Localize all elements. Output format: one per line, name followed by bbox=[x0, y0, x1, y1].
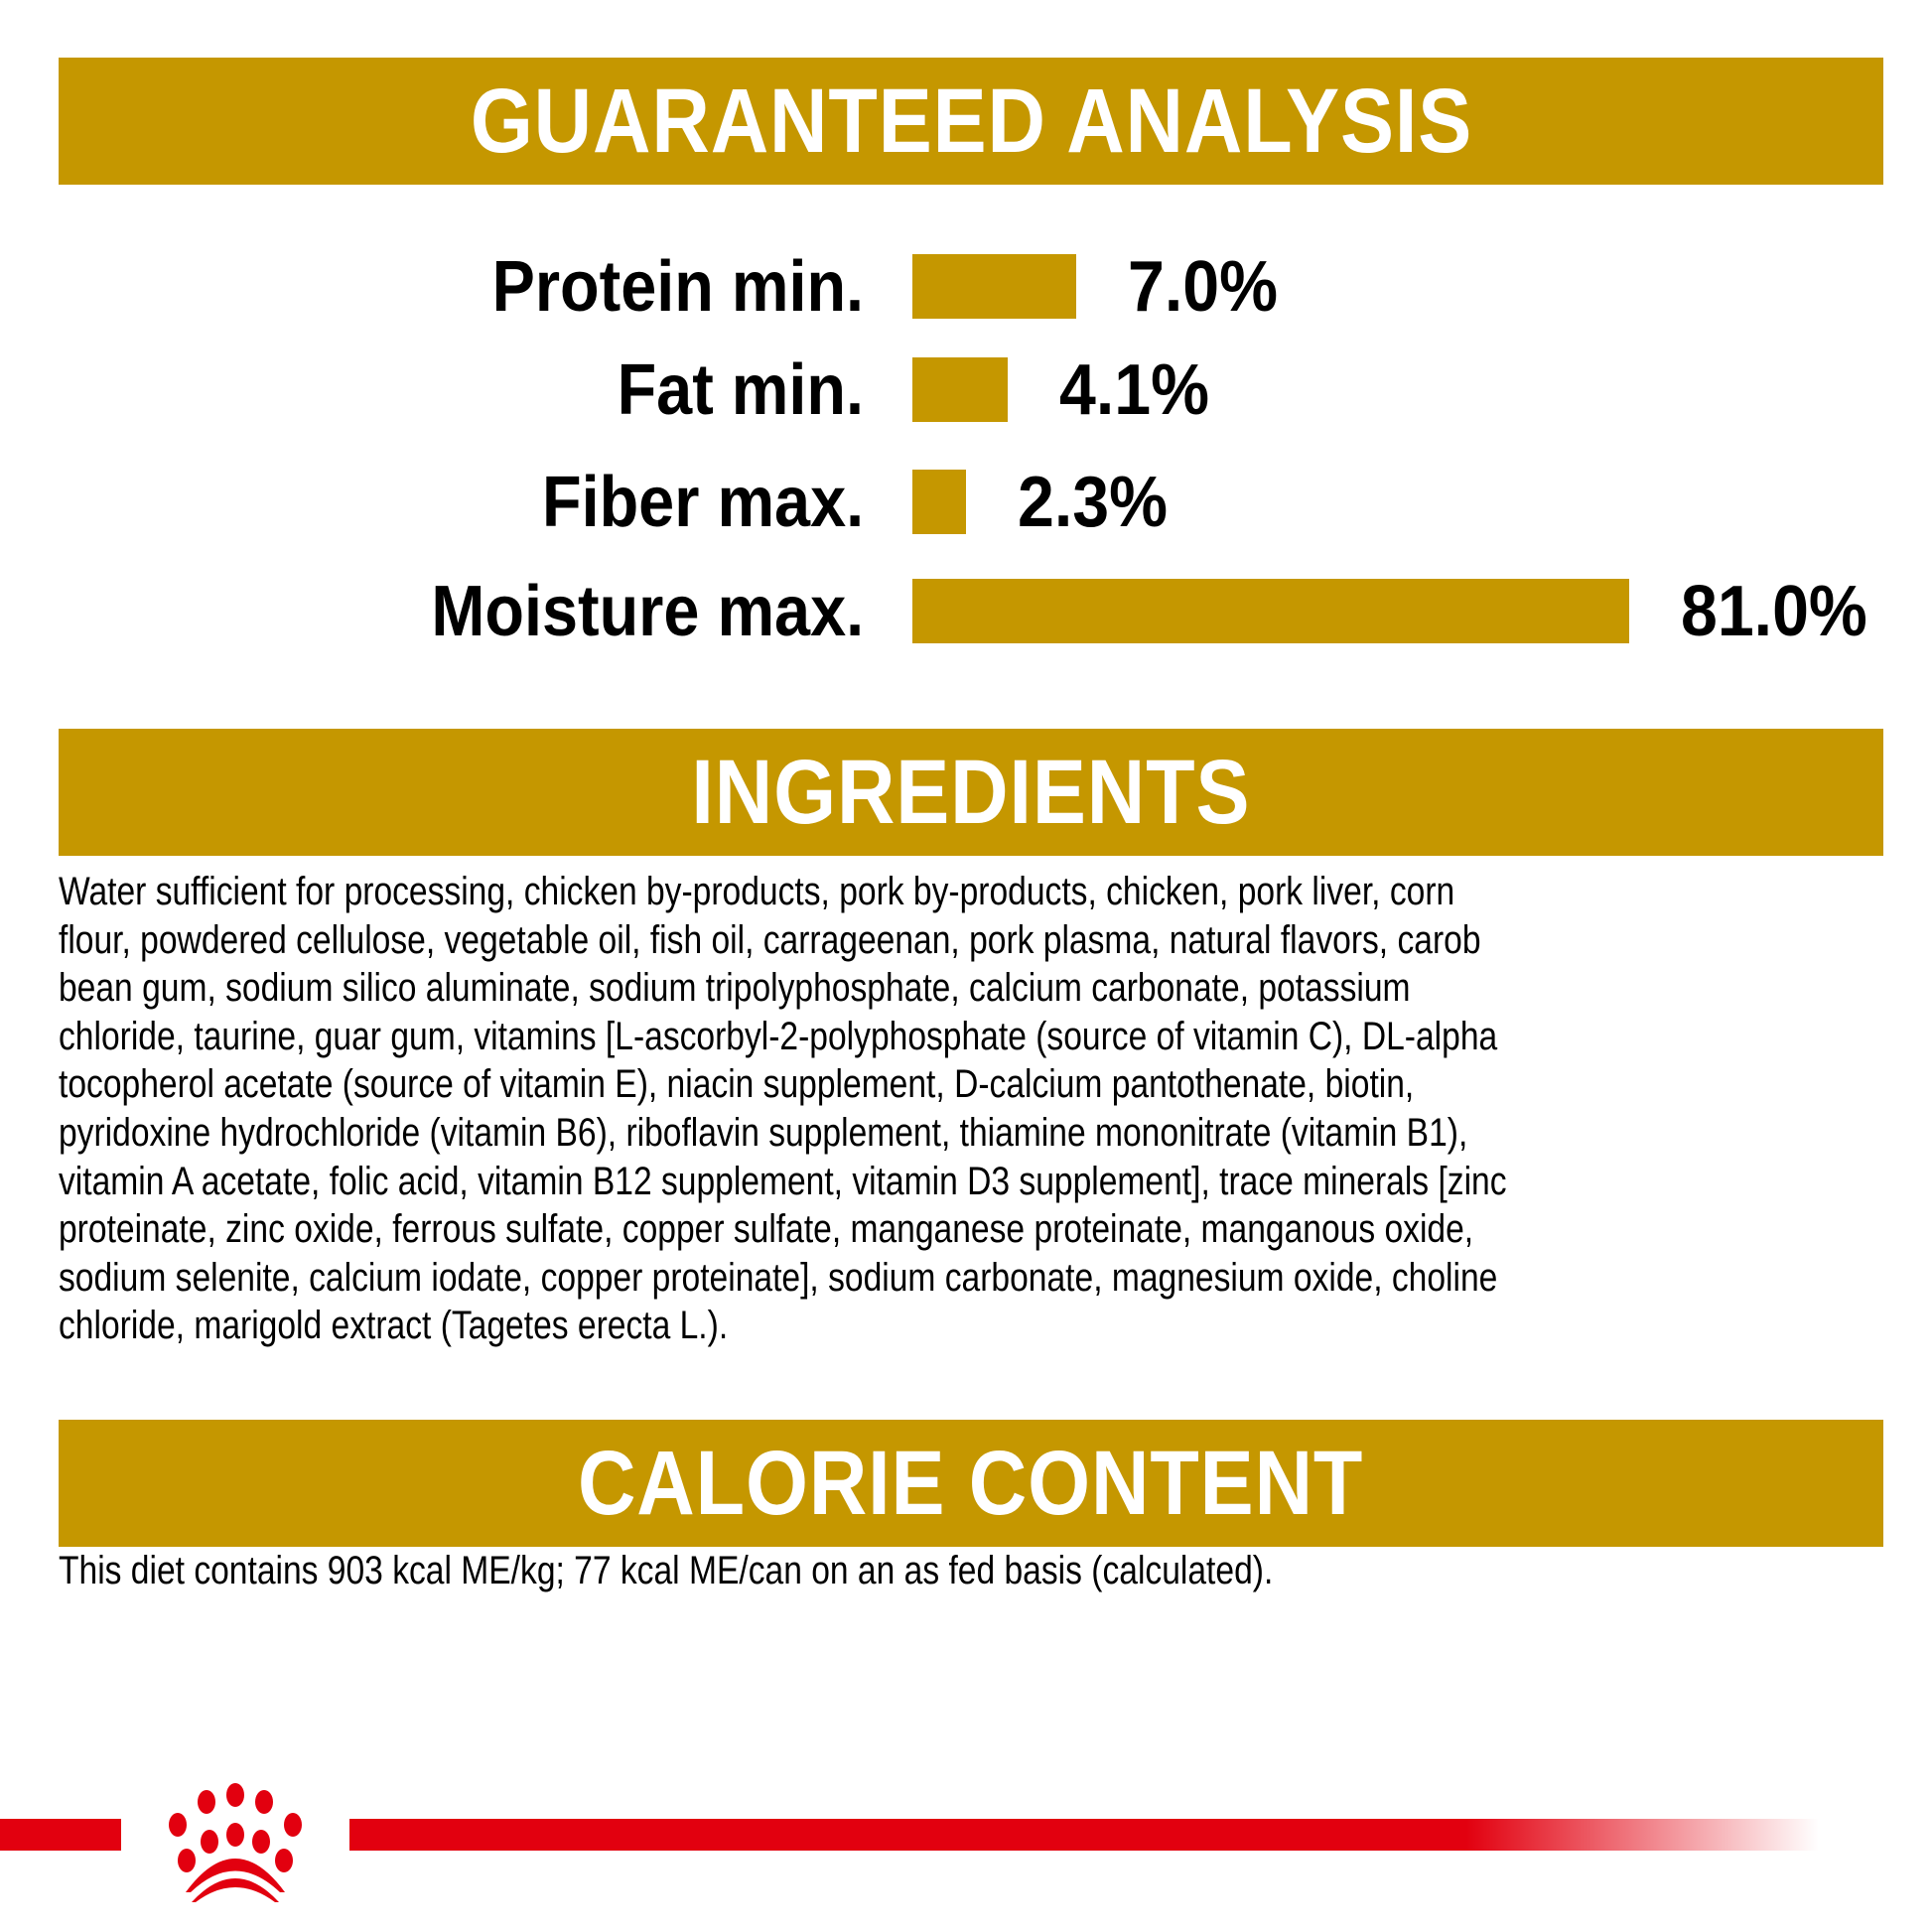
section-title: INGREDIENTS bbox=[691, 741, 1251, 843]
data-label: 2.3% bbox=[1018, 463, 1169, 542]
ingredients-line: chloride, marigold extract (Tagetes erec… bbox=[59, 1304, 729, 1348]
ingredients-line: bean gum, sodium silico aluminate, sodiu… bbox=[59, 966, 1411, 1011]
bar bbox=[912, 357, 1009, 422]
bar-row: Protein min. 7.0% bbox=[0, 247, 1932, 327]
category-label: Moisture max. bbox=[431, 572, 864, 651]
ingredients-line: Water sufficient for processing, chicken… bbox=[59, 870, 1455, 913]
bar-row: Fat min. 4.1% bbox=[0, 350, 1932, 430]
ingredients-line: sodium selenite, calcium iodate, copper … bbox=[59, 1255, 1498, 1300]
section-title: GUARANTEED ANALYSIS bbox=[470, 69, 1472, 172]
category-label: Fiber max. bbox=[541, 463, 864, 542]
bar bbox=[912, 579, 1629, 643]
calorie-content-banner: CALORIE CONTENT bbox=[59, 1420, 1883, 1547]
data-label: 4.1% bbox=[1059, 350, 1210, 430]
section-title: CALORIE CONTENT bbox=[578, 1432, 1364, 1534]
brand-stripe-left bbox=[0, 1819, 121, 1851]
bar bbox=[912, 254, 1076, 319]
ingredients-line: flour, powdered cellulose, vegetable oil… bbox=[59, 917, 1481, 962]
ingredients-line: vitamin A acetate, folic acid, vitamin B… bbox=[59, 1159, 1507, 1203]
ingredients-banner: INGREDIENTS bbox=[59, 729, 1883, 856]
calorie-text: This diet contains 903 kcal ME/kg; 77 kc… bbox=[59, 1549, 1274, 1592]
bar bbox=[912, 470, 967, 534]
brand-stripe-right bbox=[349, 1819, 1819, 1851]
ingredients-line: proteinate, zinc oxide, ferrous sulfate,… bbox=[59, 1207, 1474, 1252]
crown-logo-icon bbox=[169, 1783, 302, 1902]
bar-row: Moisture max. 81.0% bbox=[0, 572, 1932, 651]
ingredients-line: chloride, taurine, guar gum, vitamins [L… bbox=[59, 1014, 1498, 1058]
ingredients-line: pyridoxine hydrochloride (vitamin B6), r… bbox=[59, 1110, 1468, 1155]
category-label: Protein min. bbox=[491, 247, 864, 327]
guaranteed-analysis-banner: GUARANTEED ANALYSIS bbox=[59, 58, 1883, 185]
ingredients-line: tocopherol acetate (source of vitamin E)… bbox=[59, 1062, 1415, 1107]
category-label: Fat min. bbox=[617, 350, 864, 430]
bar-row: Fiber max. 2.3% bbox=[0, 463, 1932, 542]
data-label: 81.0% bbox=[1681, 572, 1867, 651]
ingredients-text: Water sufficient for processing, chicken… bbox=[59, 868, 1883, 1350]
data-label: 7.0% bbox=[1127, 247, 1278, 327]
